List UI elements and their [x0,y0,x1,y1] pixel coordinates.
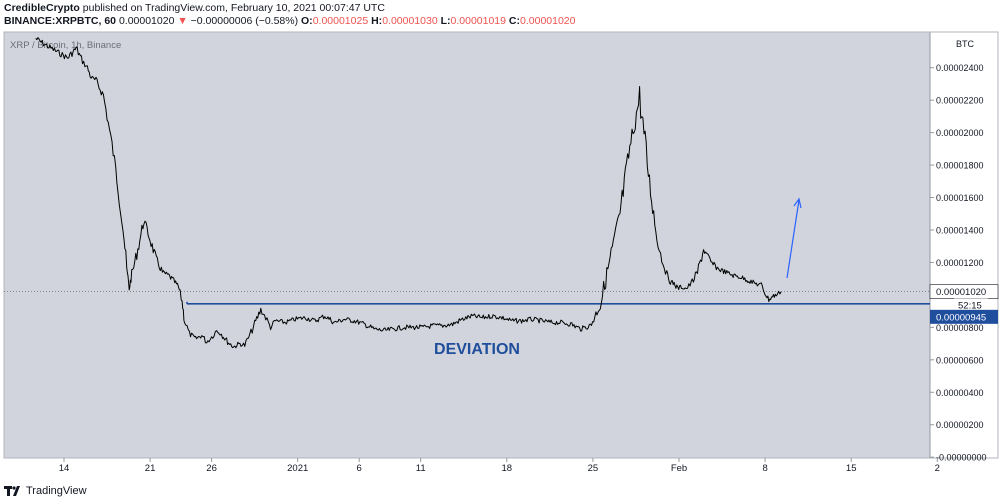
close-value: 0.00001020 [520,15,576,27]
y-tick-label: 0.00002200 [936,96,984,106]
up-arrow-shaft [786,199,800,279]
y-tick-label: 0.00000200 [936,420,984,430]
x-tick-label: 26 [206,463,217,474]
x-tick-label: 18 [502,463,513,474]
x-tick-label: Feb [671,463,687,474]
x-tick-label: 2 [935,463,940,474]
plot-area[interactable] [4,32,930,458]
y-tick-label: -0.00000000 [936,453,987,463]
y-tick-label: 0.00001200 [936,258,984,268]
x-tick-label: 8 [762,463,767,474]
x-tick-label: 21 [145,463,156,474]
x-tick-label: 11 [416,463,426,474]
y-tick-label: 0.00000600 [936,355,984,365]
low-value: 0.00001019 [450,15,506,27]
y-tick-label: 0.00001600 [936,193,984,203]
deviation-annotation: DEVIATION [434,341,520,358]
plot-frame [3,31,999,459]
x-tick-label: 2021 [287,463,308,474]
publish-info: CredibleCrypto published on TradingView.… [4,2,385,14]
open-value: 0.00001025 [312,15,369,27]
publish-text: published on TradingView.com, February 1… [82,2,385,14]
price-axis[interactable] [930,32,998,458]
close-label: C: [508,15,521,27]
footer: TradingView [4,485,87,497]
last-value: 0.00001020 [118,15,175,27]
change-value: ▼ [177,15,188,27]
up-arrow-head [793,197,802,209]
y-tick-label: 0.00000800 [936,323,984,333]
x-tick-label: 15 [846,463,857,474]
high-value: 0.00001030 [382,15,438,27]
y-tick-label: 0.00001400 [936,225,984,235]
change-text: −0.00000006 (−0.58%) [190,15,299,27]
x-tick-label: 25 [588,463,599,474]
countdown-value: 52:15 [958,301,982,312]
symbol-label[interactable]: BINANCE:XRPBTC, 60 [4,15,117,27]
brand-name[interactable]: TradingView [26,485,87,497]
unit-label: BTC [956,39,975,49]
high-label: H: [371,15,383,27]
open-label: O: [301,15,313,27]
price-series-line[interactable] [35,37,782,349]
tradingview-logo-icon [4,486,20,496]
y-tick-label: 0.00002400 [936,63,984,73]
x-tick-label: 6 [357,463,362,474]
x-tick-label: 14 [59,463,70,474]
y-tick-label: 0.00000400 [936,388,984,398]
ohlc-line: BINANCE:XRPBTC, 60 0.00001020 ▼ −0.00000… [4,15,576,27]
low-label: L: [440,15,451,27]
level-price-tag [930,309,998,324]
level-price-value: 0.00000945 [936,312,986,323]
series-label: XRP / Bitcoin, 1h, Binance [10,40,121,51]
y-tick-label: 0.00002000 [936,128,984,138]
y-tick-label: 0.00001800 [936,161,984,171]
last-price-value: 0.00001020 [936,287,986,298]
countdown-tag [954,298,988,312]
author-name[interactable]: CredibleCrypto [4,2,80,14]
